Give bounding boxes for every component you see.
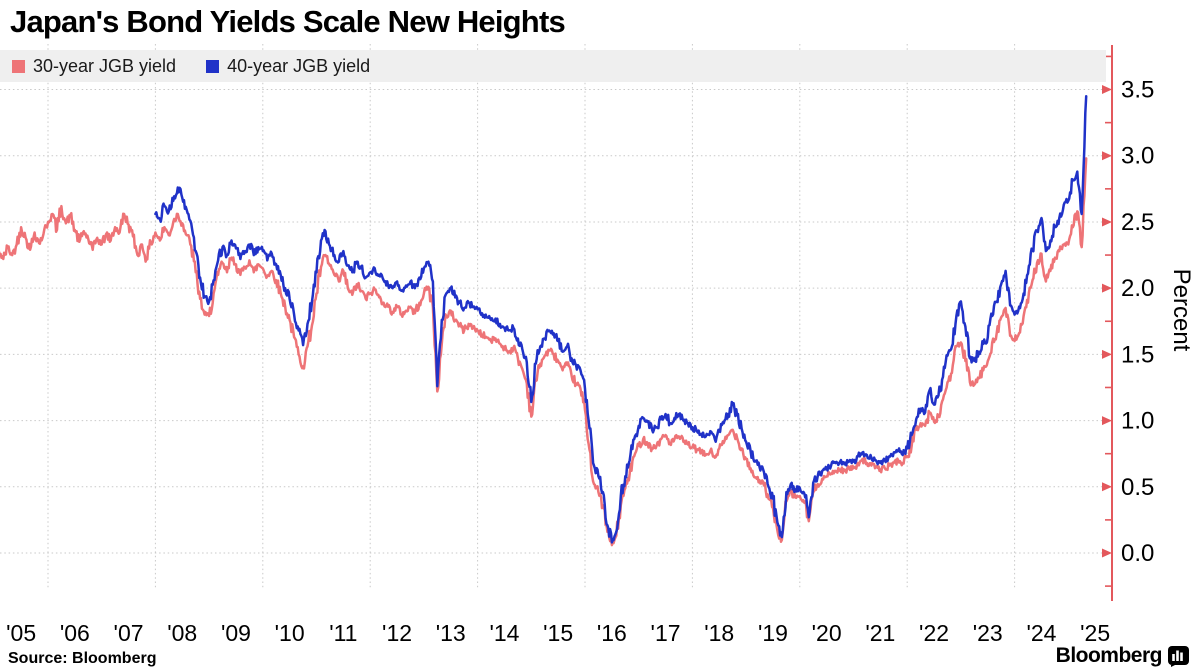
x-tick-label: '07 xyxy=(114,620,144,646)
x-tick-label: '12 xyxy=(382,620,412,646)
y-tick-label: 2.5 xyxy=(1121,209,1154,236)
y-axis-title: Percent xyxy=(1168,269,1195,352)
y-tick-label: 0.0 xyxy=(1121,540,1154,567)
page-title: Japan's Bond Yields Scale New Heights xyxy=(10,4,566,39)
x-tick-label: '06 xyxy=(60,620,90,646)
legend-label: 40-year JGB yield xyxy=(227,55,371,76)
y-axis-major-tick xyxy=(1102,85,1112,95)
y-axis-major-tick xyxy=(1102,548,1112,558)
y-axis-major-tick xyxy=(1102,283,1112,293)
x-tick-label: '09 xyxy=(221,620,251,646)
legend-label: 30-year JGB yield xyxy=(33,55,177,76)
x-tick-label: '10 xyxy=(275,620,305,646)
x-tick-label: '23 xyxy=(973,620,1003,646)
y-tick-label: 0.5 xyxy=(1121,474,1154,501)
y-axis-major-tick xyxy=(1102,217,1112,227)
x-tick-label: '19 xyxy=(758,620,788,646)
x-tick-label: '22 xyxy=(919,620,949,646)
y-axis-major-tick xyxy=(1102,482,1112,492)
x-tick-label: '16 xyxy=(597,620,627,646)
x-tick-label: '15 xyxy=(543,620,573,646)
y-tick-label: 1.5 xyxy=(1121,341,1154,368)
x-tick-label: '08 xyxy=(167,620,197,646)
x-tick-label: '05 xyxy=(6,620,36,646)
legend-swatch-icon xyxy=(206,59,220,73)
y-axis-major-tick xyxy=(1102,349,1112,359)
y-tick-label: 3.5 xyxy=(1121,77,1154,104)
legend-item-30-year: 30-year JGB yield xyxy=(12,56,176,77)
legend-item-40-year: 40-year JGB yield xyxy=(206,56,370,77)
legend: 30-year JGB yield 40-year JGB yield xyxy=(0,50,1106,82)
bloomberg-branding: Bloomberg xyxy=(1056,644,1189,668)
y-tick-label: 3.0 xyxy=(1121,143,1154,170)
x-tick-label: '20 xyxy=(812,620,842,646)
x-tick-label: '18 xyxy=(704,620,734,646)
y-tick-label: 1.0 xyxy=(1121,408,1154,435)
x-tick-label: '17 xyxy=(651,620,681,646)
series-line-40-year xyxy=(154,94,1088,544)
x-tick-label: '21 xyxy=(865,620,895,646)
y-axis-major-tick xyxy=(1102,416,1112,426)
legend-swatch-icon xyxy=(12,59,25,73)
y-tick-label: 2.0 xyxy=(1121,275,1154,302)
series-line-30-year xyxy=(0,157,1088,547)
source-attribution: Source: Bloomberg xyxy=(8,650,157,667)
x-tick-label: '11 xyxy=(329,620,357,646)
bloomberg-logo-icon xyxy=(1168,645,1189,667)
y-axis-major-tick xyxy=(1102,151,1112,161)
x-tick-label: '14 xyxy=(489,620,519,646)
x-tick-label: '13 xyxy=(436,620,466,646)
x-tick-label: '24 xyxy=(1026,620,1056,646)
bloomberg-wordmark: Bloomberg xyxy=(1055,644,1163,667)
x-tick-label: '25 xyxy=(1080,620,1110,646)
